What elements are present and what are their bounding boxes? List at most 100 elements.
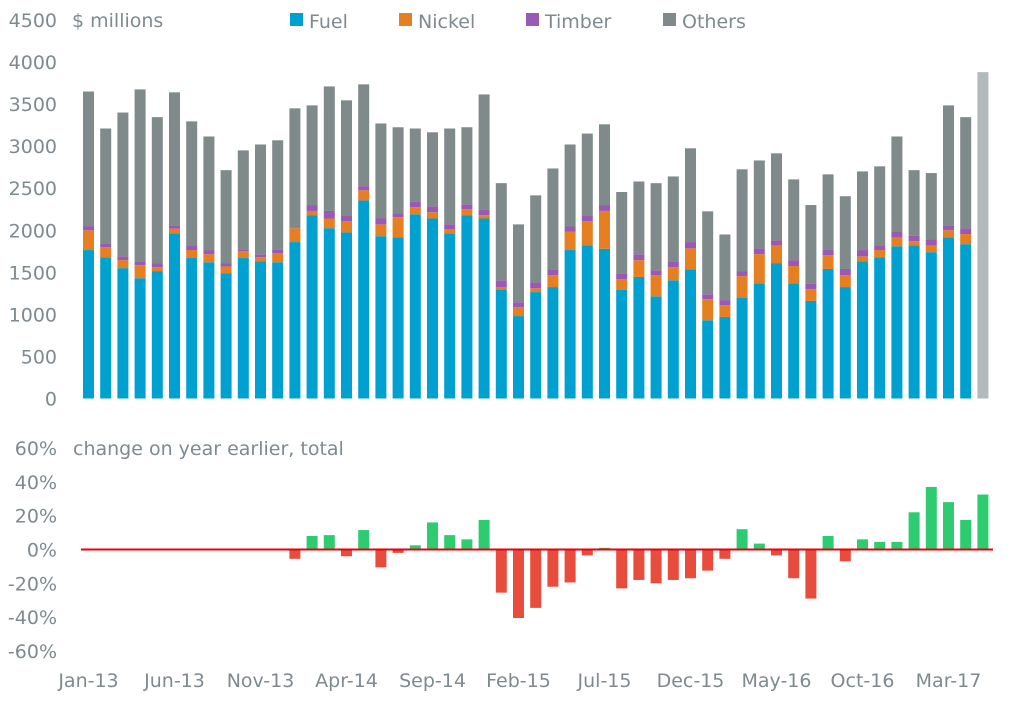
bar-stack-Feb-15 [513,224,524,399]
bar-timber [478,209,490,216]
bar-nickel [943,230,954,238]
x-tick-label: Jul-15 [577,670,632,692]
legend-swatch-fuel [290,13,303,26]
bar-timber [358,186,370,191]
bar-timber [513,302,524,308]
bar-others [857,171,868,251]
bar-fuel [788,283,800,399]
bar-nickel [272,252,284,263]
bar-others [513,224,524,303]
bar-nickel [134,265,146,279]
bar-others [427,132,438,207]
bottom-y-tick-label: -40% [8,607,57,629]
bar-nickel [753,254,765,284]
bar-stack-Jun-16 [788,179,800,399]
bar-fuel [530,292,542,399]
bar-nickel [650,275,662,297]
bar-stack-Jan-15 [495,183,507,399]
legend-swatch-timber [526,13,539,26]
x-tick-label: Apr-14 [315,670,378,692]
x-tick-label: May-16 [742,670,812,692]
bar-others [358,84,370,187]
bar-fuel [513,316,524,399]
x-tick-label: Sep-14 [399,670,466,692]
bar-stack-Sep-13 [220,170,232,399]
bar-timber [186,245,198,251]
bar-others [581,133,593,216]
change-bar-Oct-14 [444,535,456,550]
bar-timber [117,256,129,261]
bar-timber [427,206,438,213]
bar-timber [719,300,731,306]
bar-timber [685,242,696,249]
bar-stack-Dec-14 [478,94,490,399]
bar-timber [564,226,576,232]
bar-timber [341,215,352,222]
bar-stack-Aug-15 [616,192,628,399]
bar-others [908,170,920,236]
bar-stack-May-16 [771,153,782,399]
bar-nickel [100,247,112,258]
bar-stack-Aug-13 [203,136,215,399]
legend-label-fuel: Fuel [309,11,348,33]
bar-timber [771,240,782,246]
bar-nickel [169,228,180,234]
bar-stack-Mar-17 [943,105,954,399]
bar-nickel [255,257,266,262]
bar-others [599,124,610,206]
bar-timber [323,210,335,219]
change-bar-Dec-14 [478,519,490,550]
bar-nickel [203,254,215,263]
bar-nickel [822,255,834,269]
change-bar-Feb-17 [925,486,937,550]
bar-others [409,128,421,202]
bar-timber [375,218,387,225]
change-bar-May-16 [771,549,782,556]
bar-timber [237,249,249,252]
change-bar-Jan-16 [702,549,714,571]
change-bar-Sep-14 [427,522,438,550]
bar-stack-Nov-14 [461,127,473,399]
bar-others [736,169,748,272]
change-bar-Oct-16 [857,539,868,550]
bar-stack-Mar-13 [117,112,129,399]
bar-timber [839,268,851,276]
bar-others [272,140,284,250]
bar-nickel [771,245,782,264]
legend-label-timber: Timber [544,11,612,33]
x-axis-ticks: Jan-13 Jun-13 Nov-13 Apr-14 Sep-14 Feb-15 Jul-… [57,670,981,692]
bottom-y-tick-label: -60% [8,641,57,663]
bar-stack-Apr-17 [960,117,972,399]
bottom-y-axis-ticks: -60% -40% -20% 0% 20% 40% 60% [8,438,57,663]
bar-nickel [237,251,249,259]
bar-timber [272,249,284,253]
bar-fuel [650,296,662,399]
bar-nickel [891,237,903,247]
change-bar-Jan-17 [908,512,920,550]
bar-nickel [857,256,868,262]
bar-others [702,211,714,295]
bar-nickel [599,210,610,249]
bar-nickel [409,207,421,215]
bar-timber [581,215,593,222]
bar-timber [736,271,748,277]
bar-nickel [341,221,352,233]
bar-others [255,144,266,255]
bar-stack-Jan-16 [702,211,714,399]
legend-item-nickel: Nickel [399,11,475,33]
change-bar-Mar-16 [736,529,748,550]
legend: Fuel Nickel Timber Others [290,11,746,33]
bar-fuel [599,248,610,399]
bar-timber [599,205,610,211]
bar-fuel [547,287,559,399]
bar-stack-Dec-13 [272,140,284,399]
bar-timber [461,204,473,210]
bar-stack-Apr-14 [341,100,352,399]
bar-stack-Jan-17 [908,170,920,399]
bar-fuel [220,273,232,399]
bar-nickel [358,190,370,201]
bottom-y-tick-label: -20% [8,573,57,595]
bar-fuel [495,289,507,399]
bar-others [186,121,198,246]
